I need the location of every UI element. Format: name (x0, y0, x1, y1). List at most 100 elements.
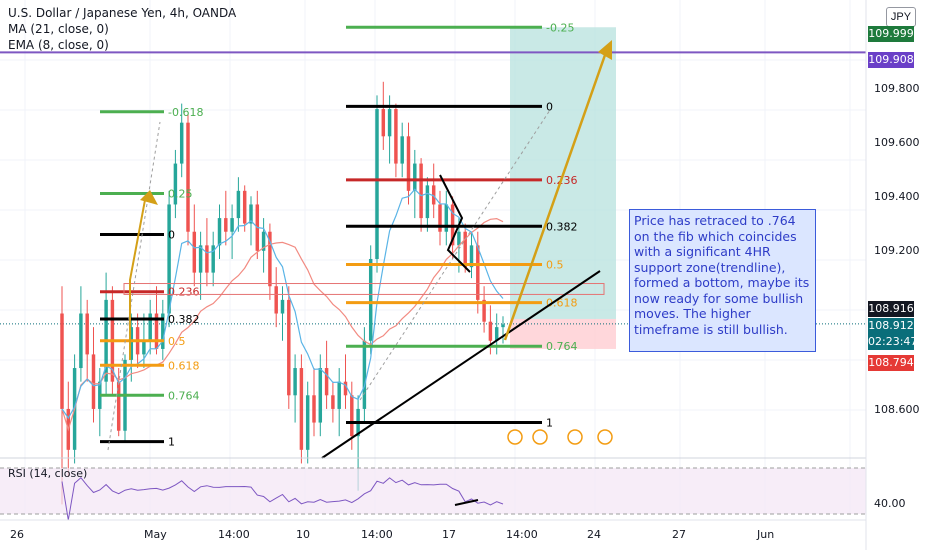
x-tick: Jun (757, 528, 775, 541)
candle-body (129, 327, 134, 360)
fib-right-label: 0.5 (546, 258, 564, 271)
candle-body (186, 122, 190, 232)
rsi-legend[interactable]: RSI (14, close) (8, 467, 88, 480)
fib-right-label: 0.764 (546, 340, 578, 353)
fib-right-label: 0.382 (546, 220, 578, 233)
fib-left-label: -0.618 (168, 106, 203, 119)
x-tick: 14:00 (218, 528, 250, 541)
candle-body (431, 185, 436, 205)
y-tick: 109.400 (874, 190, 920, 203)
ma-legend[interactable]: MA (21, close, 0) (8, 22, 109, 36)
axes (0, 0, 867, 550)
x-tick: 14:00 (506, 528, 538, 541)
candle-body (280, 299, 285, 314)
candle-body (425, 185, 430, 219)
currency-button[interactable]: JPY (886, 7, 916, 27)
candle-body (179, 122, 184, 164)
candle-body (362, 340, 367, 409)
candle-body (217, 218, 222, 246)
fib-diagonal-left (107, 121, 161, 451)
pattern-drawing (439, 174, 471, 273)
countdown-tag: 02:23:47 (868, 334, 918, 350)
candle-body (387, 109, 392, 137)
candle-body (413, 163, 417, 191)
fib-right-label: 0 (546, 100, 553, 113)
trend-drawings (107, 40, 613, 459)
event-flag (597, 429, 613, 445)
candle-body (469, 245, 474, 268)
candle-body (142, 340, 146, 355)
chart-title: U.S. Dollar / Japanese Yen, 4h, OANDA (8, 6, 237, 20)
x-tick: May (144, 528, 167, 541)
candle-body (305, 395, 310, 450)
target-arrow (503, 54, 607, 341)
candle-body (192, 231, 197, 273)
ema-legend[interactable]: EMA (8, close, 0) (8, 38, 109, 52)
candle-body (79, 313, 83, 369)
fib-left-label: 0.236 (168, 286, 200, 299)
price-tag-last: 108.916 (868, 301, 914, 317)
candle-body (463, 231, 467, 268)
small-arrowhead (140, 190, 158, 205)
candle-body (116, 381, 121, 431)
candle-body (211, 245, 215, 273)
candle-body (148, 313, 152, 341)
candle-body (406, 136, 411, 191)
x-tick: 17 (442, 528, 456, 541)
candle-body (198, 245, 203, 273)
y-tick: 109.800 (874, 82, 920, 95)
candle-body (444, 204, 449, 232)
event-flag (567, 429, 583, 445)
candle-body (318, 368, 323, 423)
candle-body (274, 286, 278, 314)
x-tick: 10 (296, 528, 310, 541)
rsi-tick: 40.00 (874, 497, 906, 510)
y-tick: 108.600 (874, 403, 920, 416)
candle-body (394, 109, 398, 164)
candle-body (98, 381, 102, 409)
support-box (123, 283, 605, 295)
candle-body (368, 258, 373, 341)
x-tick: 26 (10, 528, 24, 541)
ma-line (61, 217, 504, 432)
rsi-pane (0, 457, 866, 521)
rsi-divergence (454, 499, 479, 506)
fib-left-label: 0.382 (168, 313, 200, 326)
candle-body (494, 327, 499, 341)
candle-body (85, 313, 89, 355)
y-tick: 109.600 (874, 136, 920, 149)
price-tag-purple-line: 109.908 (868, 52, 914, 68)
fib-left-label: 0.764 (168, 389, 200, 402)
analysis-note[interactable]: Price has retraced to .764 on the fib wh… (629, 209, 816, 352)
price-tag-target: 109.999 (868, 26, 914, 42)
candle-body (400, 136, 404, 164)
fib-left-label: 0 (168, 228, 175, 241)
event-flag (532, 429, 548, 445)
rsi-band (0, 468, 866, 514)
event-flag (507, 429, 523, 445)
candle-body (154, 313, 159, 349)
fib-right-label: 0.618 (546, 297, 578, 310)
x-tick: 27 (672, 528, 686, 541)
candle-body (350, 395, 354, 437)
stop-zone (510, 318, 616, 349)
candle-body (501, 324, 505, 328)
candle-body (60, 313, 64, 409)
y-tick: 109.200 (874, 244, 920, 257)
candle-body (167, 204, 171, 314)
candle-body (287, 299, 291, 396)
candle-body (381, 109, 386, 137)
candle-body (236, 190, 241, 219)
candle-body (230, 218, 234, 232)
candle-body (343, 381, 348, 396)
candle-body (375, 109, 379, 259)
candle-body (224, 218, 228, 232)
candle-body (293, 368, 297, 396)
candle-body (268, 231, 272, 287)
fibonacci-levels: -0.618 0.25 0 0.236 0.382 0.5 0.618 0.764 1 -0.25… (100, 21, 605, 449)
candle-body (161, 313, 165, 349)
candle-body (476, 245, 480, 300)
trendline (321, 270, 601, 459)
candle-body (457, 231, 461, 246)
